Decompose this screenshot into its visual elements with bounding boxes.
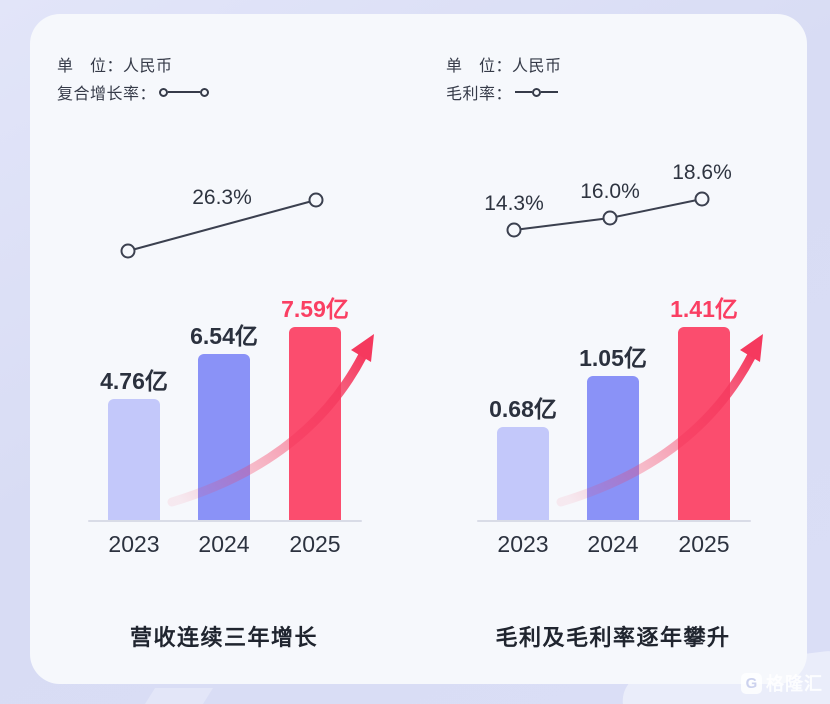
- line-value-label: 16.0%: [580, 180, 640, 203]
- unit-label: 单 位：人民币: [57, 58, 173, 75]
- legend-line-segment: [515, 91, 533, 93]
- line-series-legend-icon: [159, 87, 210, 97]
- bar-value-label: 1.05亿: [579, 345, 647, 371]
- line-value-label: 18.6%: [672, 161, 732, 184]
- bar-value-label: 1.41亿: [670, 296, 738, 322]
- revenue-bar-plot: 4.76亿 2023 6.54亿 2024 7.59亿 2025: [30, 14, 418, 684]
- x-axis-label: 2025: [678, 531, 730, 557]
- line-value-label: 26.3%: [192, 186, 252, 209]
- bar-value-label: 4.76亿: [100, 368, 168, 394]
- bar-value-label: 6.54亿: [190, 323, 258, 349]
- trend-polyline: [127, 199, 317, 252]
- line-marker: [694, 191, 710, 207]
- margin-legend-row: 毛利率：: [446, 78, 562, 106]
- watermark-brand-text: 格隆汇: [766, 674, 823, 694]
- chart-title: 毛利及毛利率逐年攀升: [495, 625, 731, 650]
- bottom-accent-shape: [145, 688, 213, 704]
- bar-2023: [497, 427, 549, 520]
- unit-label: 单 位：人民币: [446, 58, 562, 75]
- chart-card: [30, 14, 807, 684]
- bar-2024: [587, 376, 639, 520]
- chart-title: 营收连续三年增长: [129, 625, 318, 650]
- gelonghui-logo-icon: G: [741, 672, 762, 694]
- line-marker: [602, 210, 618, 226]
- bar-2024: [198, 354, 250, 520]
- bar-2023: [108, 399, 160, 520]
- legend-marker-dot: [159, 87, 169, 97]
- line-series-legend-icon: [515, 87, 559, 97]
- cagr-legend-row: 复合增长率：: [57, 78, 210, 106]
- legend-line-segment: [541, 91, 559, 93]
- line-value-label: 14.3%: [484, 192, 544, 215]
- legend-marker-dot: [532, 87, 542, 97]
- gelonghui-watermark: G 格隆汇: [741, 670, 823, 696]
- cagr-label: 复合增长率：: [57, 86, 157, 103]
- x-axis-label: 2023: [108, 531, 160, 557]
- margin-label: 毛利率：: [446, 86, 513, 103]
- line-marker: [120, 243, 136, 259]
- x-axis-label: 2024: [198, 531, 250, 557]
- bar-value-label: 0.68亿: [489, 396, 557, 422]
- x-axis-label: 2023: [497, 531, 549, 557]
- bar-value-label: 7.59亿: [281, 296, 349, 322]
- revenue-chart-panel: 单 位：人民币 复合增长率： 26.3%: [30, 14, 418, 684]
- gross-profit-bar-plot: 0.68亿 2023 1.05亿 2024 1.41亿 2025: [419, 14, 807, 684]
- x-axis-line: [477, 520, 751, 522]
- gross-profit-chart-panel: 单 位：人民币 毛利率： 14.3% 16.0% 18.6%: [419, 14, 807, 684]
- legend-marker-dot: [200, 87, 210, 97]
- legend-line-segment: [168, 91, 201, 93]
- revenue-legend: 单 位：人民币 复合增长率：: [57, 50, 210, 106]
- bar-2025: [678, 327, 730, 520]
- bar-2025: [289, 327, 341, 520]
- line-marker: [506, 222, 522, 238]
- x-axis-label: 2024: [587, 531, 639, 557]
- line-marker: [308, 192, 324, 208]
- x-axis-label: 2025: [289, 531, 341, 557]
- gross-profit-legend: 单 位：人民币 毛利率：: [446, 50, 562, 106]
- cagr-trend-line: 26.3%: [120, 186, 324, 259]
- margin-trend-line: 14.3% 16.0% 18.6%: [484, 161, 732, 238]
- x-axis-line: [88, 520, 362, 522]
